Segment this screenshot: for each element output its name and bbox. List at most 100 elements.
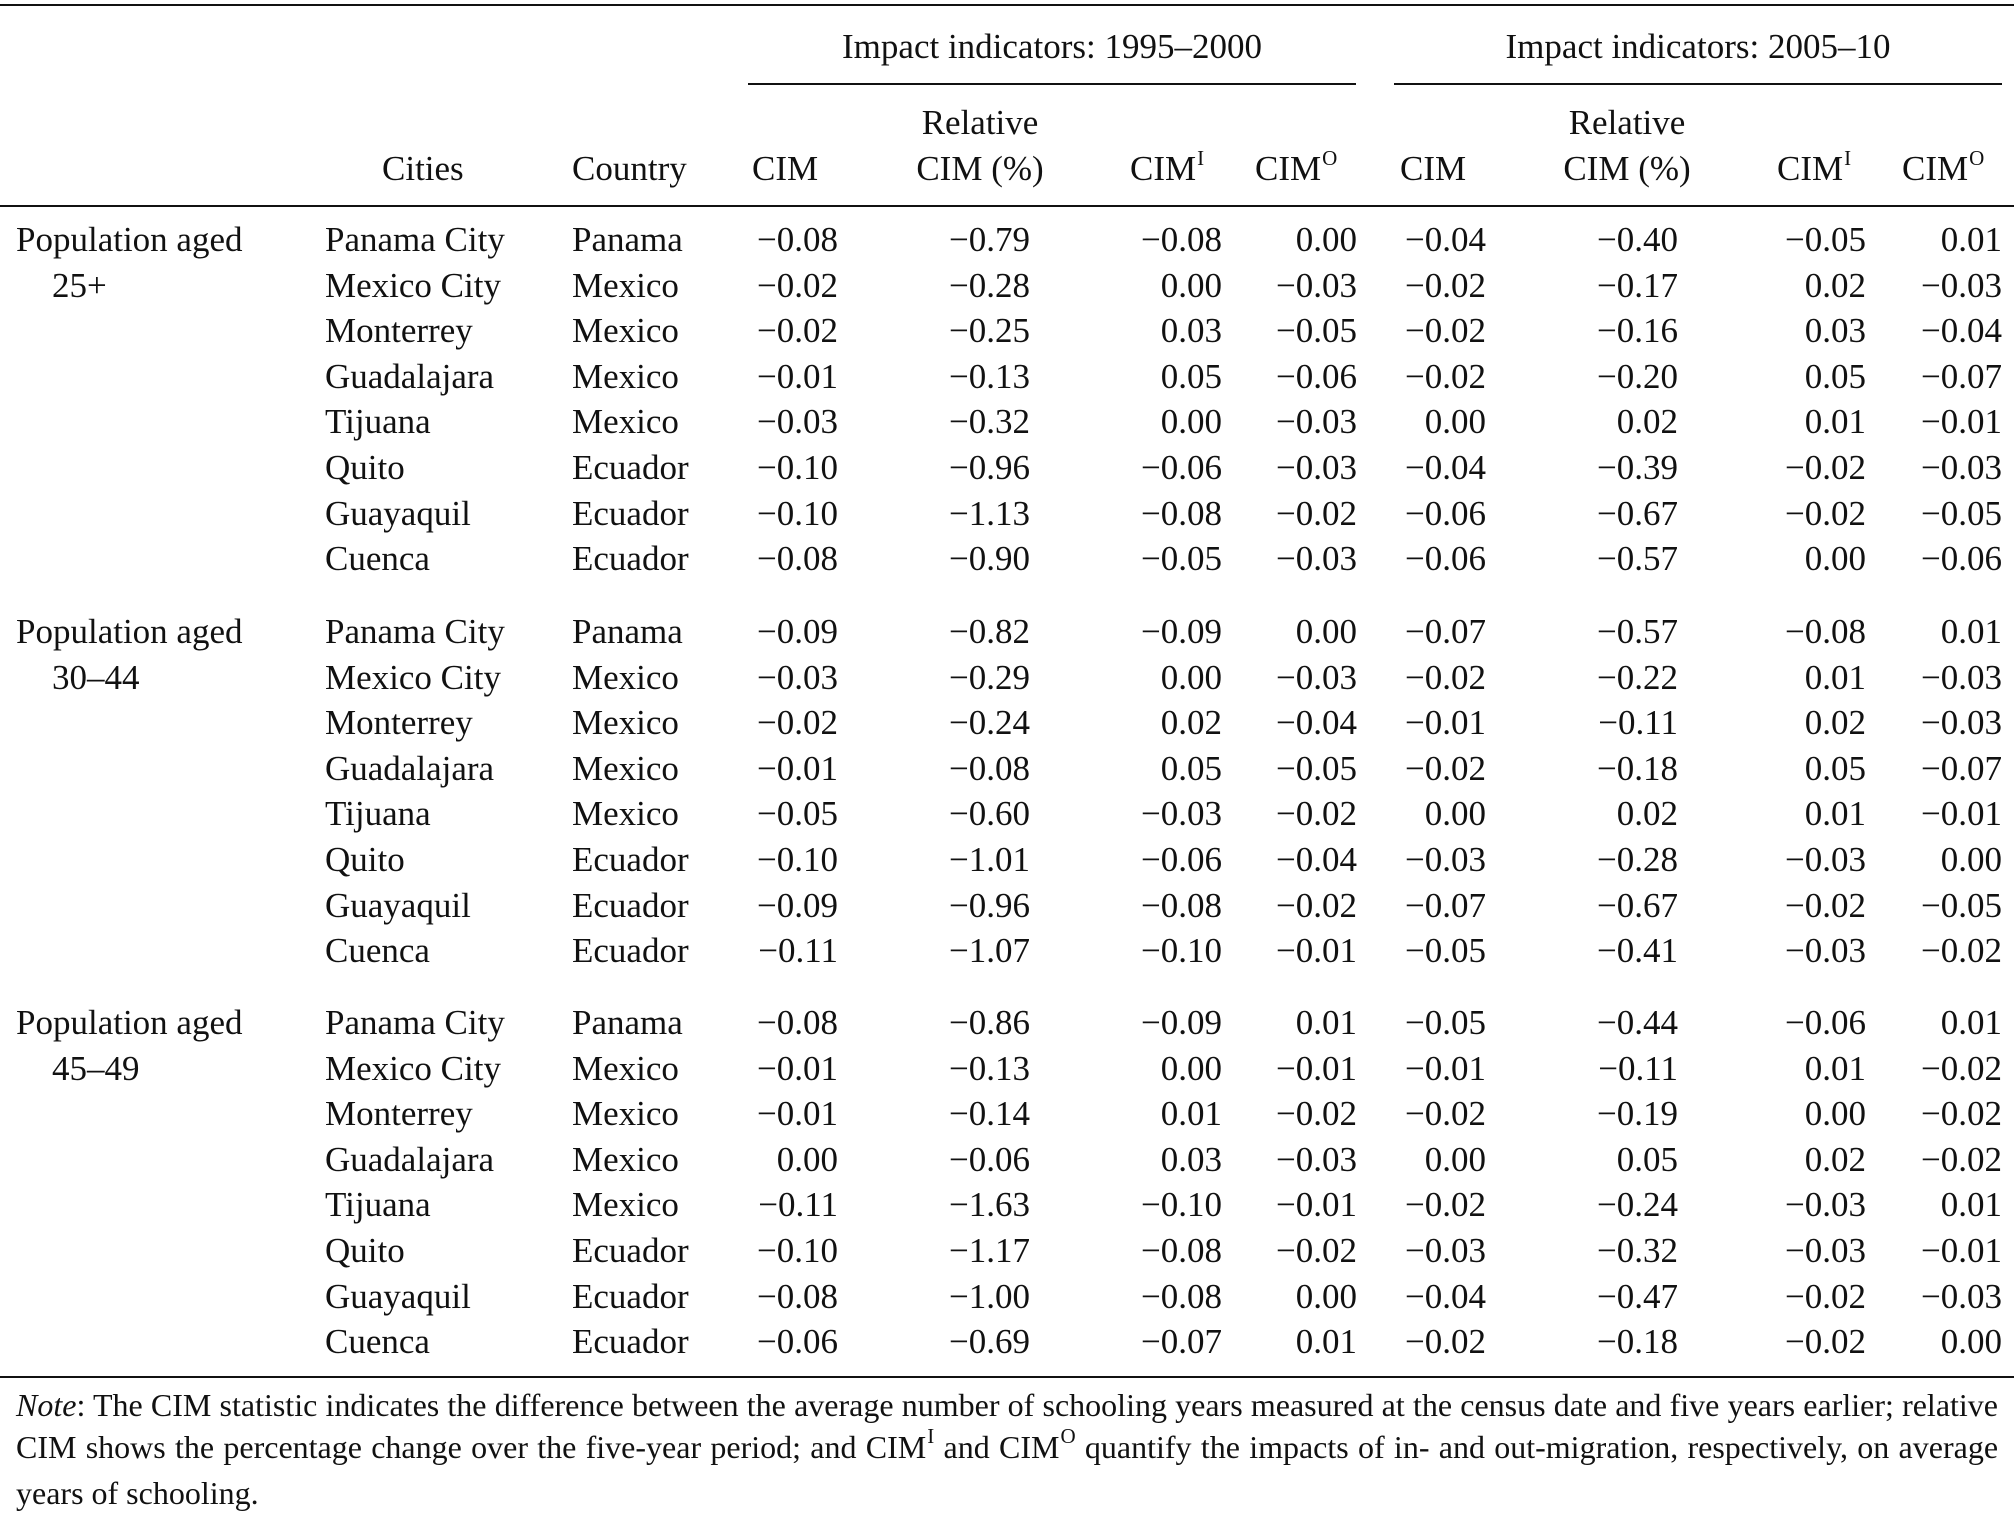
relative-line1: Relative <box>1568 103 1686 142</box>
table-cell-relative-cim-2005: −0.47 <box>1597 1276 1678 1316</box>
section-label-age: 45–49 <box>52 1048 140 1088</box>
table-cell-cim-1995: −0.10 <box>757 1231 838 1270</box>
table-cell-cim-2005: −0.02 <box>1405 1185 1486 1225</box>
table-cell-cim-in-1995: 0.03 <box>1160 311 1222 351</box>
table-cell-cim-1995: −0.01 <box>757 748 838 788</box>
table-cell-relative-cim-2005: −0.67 <box>1597 493 1678 533</box>
table-cell-cim-out-2005: −0.01 <box>1921 794 2002 834</box>
table-cell-cim-out-1995: −0.03 <box>1276 539 1357 579</box>
section-label: Population aged <box>16 612 243 651</box>
table-cell-cim-out-2005: 0.00 <box>1940 840 2002 879</box>
table-bottom-rule <box>0 1376 2014 1378</box>
table-cell-relative-cim-2005: −0.18 <box>1597 748 1678 788</box>
table-cell-country: Ecuador <box>572 1231 689 1270</box>
table-cell-relative-cim-1995: −0.79 <box>949 220 1030 259</box>
table-cell-city: Tijuana <box>325 794 431 834</box>
table-cell-country: Mexico <box>572 1185 679 1225</box>
table-cell-relative-cim-1995: −0.69 <box>949 1322 1030 1362</box>
note-text-part2: and CIM <box>934 1429 1060 1465</box>
table-cell-cim-in-1995: 0.01 <box>1160 1094 1222 1134</box>
table-cell-cim-in-1995: −0.05 <box>1141 539 1222 579</box>
column-header-cities: Cities <box>382 149 464 188</box>
relative-line2: CIM (%) <box>1563 149 1691 188</box>
table-cell-city: Monterrey <box>325 311 473 351</box>
section-label-age: 25+ <box>52 265 107 305</box>
table-cell-city: Quito <box>325 840 405 879</box>
table-cell-country: Ecuador <box>572 493 689 533</box>
table-cell-country: Mexico <box>572 402 679 442</box>
table-cell-cim-in-1995: −0.08 <box>1141 885 1222 925</box>
table-cell-country: Mexico <box>572 1048 679 1088</box>
table-cell-cim-1995: −0.10 <box>757 448 838 487</box>
table-cell-cim-in-1995: 0.05 <box>1160 748 1222 788</box>
table-cell-cim-1995: −0.05 <box>757 794 838 834</box>
column-header-cim-2005: CIM <box>1400 149 1467 188</box>
table-cell-cim-2005: −0.02 <box>1405 1322 1486 1362</box>
table-cell-cim-out-2005: −0.03 <box>1921 265 2002 305</box>
table-cell-relative-cim-1995: −0.06 <box>949 1139 1030 1179</box>
superscript-in: I <box>1844 146 1852 170</box>
table-cell-relative-cim-1995: −0.60 <box>949 794 1030 834</box>
table-cell-cim-2005: −0.04 <box>1405 220 1486 259</box>
table-cell-cim-out-1995: −0.02 <box>1276 493 1357 533</box>
table-cell-cim-1995: −0.08 <box>757 1003 838 1042</box>
table-cell-city: Cuenca <box>325 931 430 971</box>
table-cell-relative-cim-2005: −0.40 <box>1597 220 1678 259</box>
table-cell-country: Mexico <box>572 1094 679 1134</box>
table-cell-cim-out-2005: −0.03 <box>1921 703 2002 743</box>
table-cell-relative-cim-2005: −0.22 <box>1597 657 1678 697</box>
table-cell-cim-2005: −0.02 <box>1405 1094 1486 1134</box>
table-cell-relative-cim-1995: −0.13 <box>949 356 1030 396</box>
superscript-in: I <box>1197 146 1205 170</box>
table-cell-cim-out-2005: 0.01 <box>1940 220 2002 259</box>
table-cell-cim-2005: −0.02 <box>1405 265 1486 305</box>
table-cell-city: Cuenca <box>325 539 430 579</box>
table-cell-cim-out-2005: −0.07 <box>1921 748 2002 788</box>
table-cell-relative-cim-1995: −0.24 <box>949 703 1030 743</box>
table-cell-cim-out-1995: −0.01 <box>1276 931 1357 971</box>
table-cell-cim-in-2005: −0.02 <box>1785 448 1866 487</box>
table-cell-relative-cim-2005: −0.28 <box>1597 840 1678 879</box>
table-cell-cim-in-2005: −0.02 <box>1785 1322 1866 1362</box>
table-cell-cim-out-2005: −0.01 <box>1921 1231 2002 1270</box>
superscript-out: O <box>1969 146 1985 170</box>
table-cell-country: Ecuador <box>572 539 689 579</box>
table-cell-country: Ecuador <box>572 1322 689 1362</box>
table-cell-cim-in-2005: −0.03 <box>1785 1185 1866 1225</box>
table-cell-relative-cim-2005: −0.57 <box>1597 612 1678 651</box>
table-cell-relative-cim-1995: −0.96 <box>949 448 1030 487</box>
cim-base: CIM <box>1130 149 1197 188</box>
table-cell-cim-in-1995: 0.03 <box>1160 1139 1222 1179</box>
table-cell-cim-out-2005: −0.03 <box>1921 1276 2002 1316</box>
table-cell-cim-out-1995: −0.03 <box>1276 265 1357 305</box>
table-cell-cim-in-1995: −0.10 <box>1141 931 1222 971</box>
group-rule-1995 <box>748 83 1356 85</box>
table-cell-relative-cim-1995: −0.08 <box>949 748 1030 788</box>
table-cell-cim-2005: −0.04 <box>1405 1276 1486 1316</box>
table-cell-country: Mexico <box>572 311 679 351</box>
table-cell-relative-cim-1995: −0.28 <box>949 265 1030 305</box>
table-cell-relative-cim-1995: −0.82 <box>949 612 1030 651</box>
table-cell-cim-in-2005: −0.02 <box>1785 1276 1866 1316</box>
table-cell-cim-in-2005: 0.05 <box>1804 748 1866 788</box>
table-cell-cim-in-1995: 0.00 <box>1160 402 1222 442</box>
table-cell-relative-cim-1995: −1.01 <box>949 840 1030 879</box>
table-cell-cim-out-1995: −0.03 <box>1276 402 1357 442</box>
table-cell-cim-in-1995: −0.08 <box>1141 220 1222 259</box>
table-cell-cim-1995: −0.02 <box>757 703 838 743</box>
table-cell-city: Panama City <box>325 612 505 651</box>
table-cell-cim-out-1995: −0.05 <box>1276 311 1357 351</box>
table-cell-cim-2005: −0.01 <box>1405 703 1486 743</box>
table-cell-cim-in-1995: −0.09 <box>1141 1003 1222 1042</box>
note-superscript-in: I <box>927 1424 935 1448</box>
table-cell-city: Guayaquil <box>325 493 471 533</box>
table-cell-country: Ecuador <box>572 931 689 971</box>
table-cell-cim-in-1995: 0.00 <box>1160 1048 1222 1088</box>
table-cell-city: Tijuana <box>325 1185 431 1225</box>
table-cell-cim-out-1995: −0.02 <box>1276 794 1357 834</box>
table-cell-city: Mexico City <box>325 657 501 697</box>
table-cell-country: Mexico <box>572 748 679 788</box>
table-cell-cim-2005: 0.00 <box>1424 794 1486 834</box>
table-cell-city: Guadalajara <box>325 748 495 788</box>
table-cell-relative-cim-1995: −1.63 <box>949 1185 1030 1225</box>
